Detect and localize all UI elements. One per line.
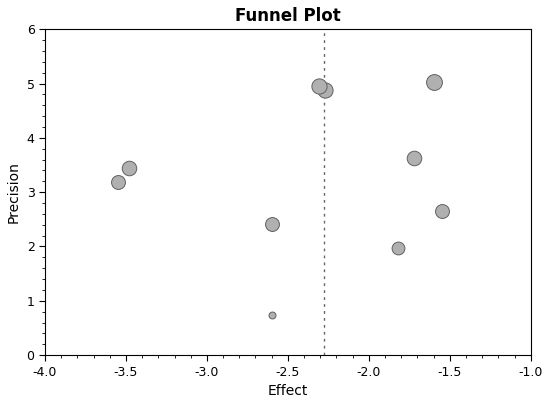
Point [430, 79, 438, 86]
Point [267, 312, 276, 319]
Point [410, 155, 419, 161]
Point [394, 245, 403, 252]
Y-axis label: Precision: Precision [7, 161, 21, 223]
Point [314, 83, 323, 90]
X-axis label: Effect: Effect [268, 384, 308, 398]
Point [125, 164, 134, 171]
Point [267, 220, 276, 227]
Point [437, 208, 446, 214]
Point [113, 179, 122, 185]
Point [321, 87, 329, 93]
Title: Funnel Plot: Funnel Plot [235, 7, 341, 25]
